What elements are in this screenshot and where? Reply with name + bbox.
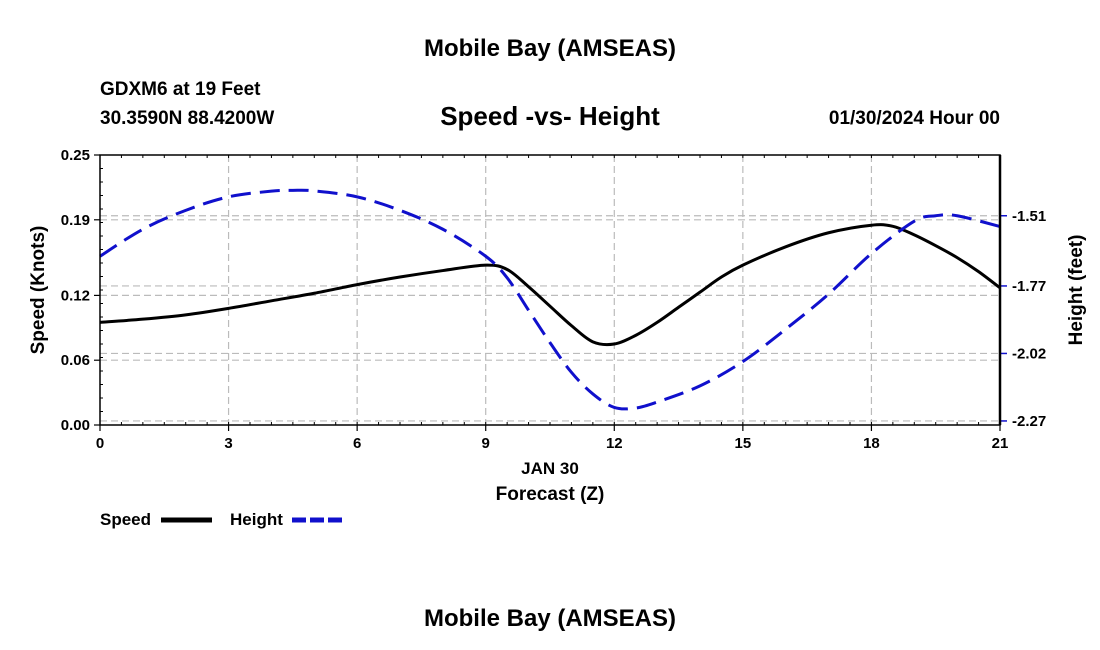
y2-axis-label: Height (feet)	[1066, 235, 1087, 346]
date-label: 01/30/2024 Hour 00	[829, 108, 1000, 129]
y-tick-label: 0.12	[61, 287, 90, 304]
x-tick-label: 12	[606, 435, 623, 452]
y-tick-label: 0.19	[61, 212, 90, 229]
station-label: GDXM6 at 19 Feet	[100, 79, 261, 100]
legend-height-label: Height	[230, 510, 283, 529]
y2-tick-label: -2.27	[1012, 413, 1046, 430]
title-bottom: Mobile Bay (AMSEAS)	[424, 605, 676, 632]
x-tick-label: 15	[735, 435, 752, 452]
x-axis-label: Forecast (Z)	[496, 484, 605, 505]
y-tick-label: 0.25	[61, 147, 90, 164]
x-tick-label: 6	[353, 435, 361, 452]
x-tick-label: 3	[224, 435, 232, 452]
y2-tick-label: -1.51	[1012, 208, 1046, 225]
grid	[100, 155, 1000, 425]
y-tick-label: 0.06	[61, 352, 90, 369]
series-group	[99, 188, 1001, 411]
tick-labels: 0 3 6 9 12 15 18 21 0.00 0.06 0.12 0.19 0.25 -1.51 -1.…	[61, 147, 1046, 452]
speed-series-line	[99, 223, 1001, 347]
y-tick-label: 0.00	[61, 417, 90, 434]
x-tick-label: 9	[482, 435, 490, 452]
y2-tick-label: -2.02	[1012, 345, 1046, 362]
coords-label: 30.3590N 88.4200W	[100, 108, 274, 129]
y-axis-label: Speed (Knots)	[28, 226, 49, 355]
title-top: Mobile Bay (AMSEAS)	[424, 35, 676, 62]
x-tick-label: 21	[992, 435, 1009, 452]
x-tick-label: 0	[96, 435, 104, 452]
legend: Speed Height	[100, 510, 343, 529]
chart-title: Speed -vs- Height	[440, 101, 660, 131]
height-series-line	[99, 188, 1001, 411]
x-date-label: JAN 30	[521, 459, 579, 478]
y2-tick-label: -1.77	[1012, 278, 1046, 295]
x-tick-label: 18	[863, 435, 880, 452]
legend-speed-label: Speed	[100, 510, 151, 529]
